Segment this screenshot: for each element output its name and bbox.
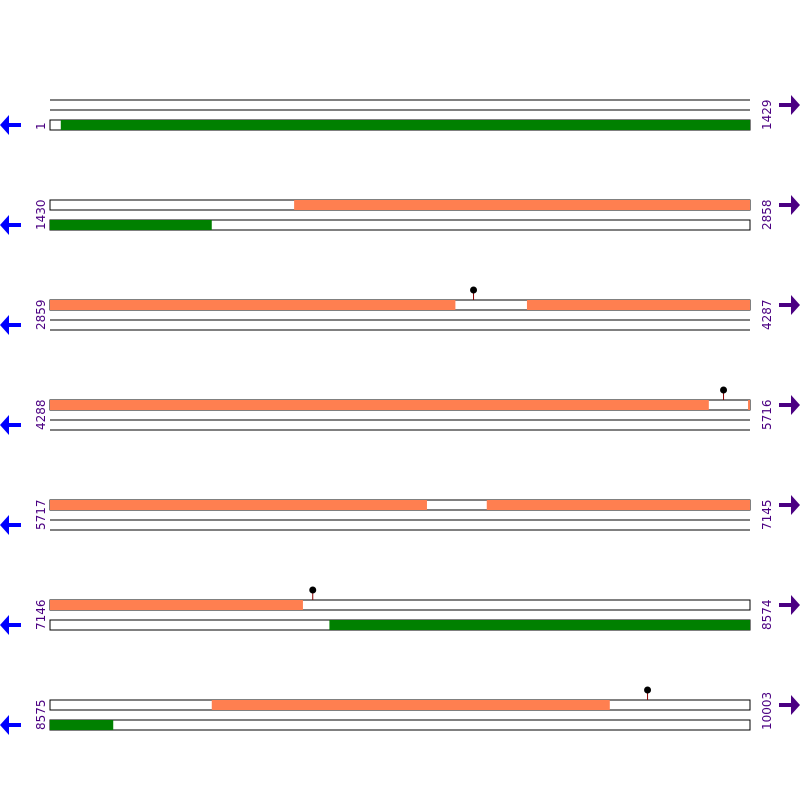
forward-arrow-icon (779, 595, 800, 615)
forward-arrow-icon (779, 95, 800, 115)
row-end-label: 7145 (760, 499, 774, 530)
forward-feature-3-0 (50, 300, 456, 310)
forward-feature-2-0 (294, 200, 750, 210)
reverse-arrow-icon (0, 215, 21, 235)
sequence-row-2: 1430 2858 (0, 195, 800, 235)
row-end-label: 8574 (760, 599, 774, 630)
sequence-row-6: 7146 8574 (0, 586, 800, 635)
forward-feature-5-0 (50, 500, 427, 510)
row-end-label: 5716 (760, 399, 774, 430)
row-end-label: 4287 (760, 299, 774, 330)
forward-arrow-icon (779, 195, 800, 215)
row-end-label: 1429 (760, 99, 774, 130)
forward-feature-4-0 (50, 400, 709, 410)
forward-arrow-icon (779, 495, 800, 515)
site-marker-7-1 (644, 686, 652, 700)
row-start-label: 8575 (34, 699, 48, 730)
forward-feature-6-0 (50, 600, 303, 610)
reverse-arrow-icon (0, 115, 21, 135)
reverse-track (49, 719, 751, 731)
forward-feature-4-1 (748, 400, 750, 410)
sequence-row-5: 5717 7145 (0, 495, 800, 535)
sequence-rows: 1 1429 1430 2858 2859 4287 4288 5716 5717 7145 714… (0, 95, 800, 735)
reverse-arrow-icon (0, 615, 21, 635)
reverse-arrow-icon (0, 415, 21, 435)
forward-feature-3-1 (526, 300, 750, 310)
sequence-row-7: 8575 10003 (0, 686, 800, 735)
reverse-feature-2-0 (50, 220, 212, 230)
row-end-label: 10003 (760, 692, 774, 730)
reverse-arrow-icon (0, 515, 21, 535)
sequence-row-4: 4288 5716 (0, 386, 800, 435)
row-end-label: 2858 (760, 199, 774, 230)
reverse-feature-1-0 (60, 120, 751, 130)
forward-arrow-icon (779, 395, 800, 415)
row-start-label: 1430 (34, 199, 48, 230)
reverse-feature-6-0 (329, 620, 750, 630)
forward-arrow-icon (779, 295, 800, 315)
row-start-label: 1 (34, 122, 48, 130)
row-start-label: 4288 (34, 399, 48, 430)
site-marker-3-1 (470, 286, 478, 300)
forward-arrow-icon (779, 695, 800, 715)
sequence-row-1: 1 1429 (0, 95, 800, 135)
site-marker-4-1 (720, 386, 728, 400)
site-marker-6-1 (309, 586, 317, 600)
forward-feature-7-0 (211, 700, 610, 710)
reverse-feature-7-0 (50, 720, 114, 730)
reverse-arrow-icon (0, 715, 21, 735)
row-start-label: 7146 (34, 599, 48, 630)
sequence-row-3: 2859 4287 (0, 286, 800, 335)
reverse-arrow-icon (0, 315, 21, 335)
row-start-label: 5717 (34, 499, 48, 530)
forward-feature-5-1 (486, 500, 750, 510)
row-start-label: 2859 (34, 299, 48, 330)
